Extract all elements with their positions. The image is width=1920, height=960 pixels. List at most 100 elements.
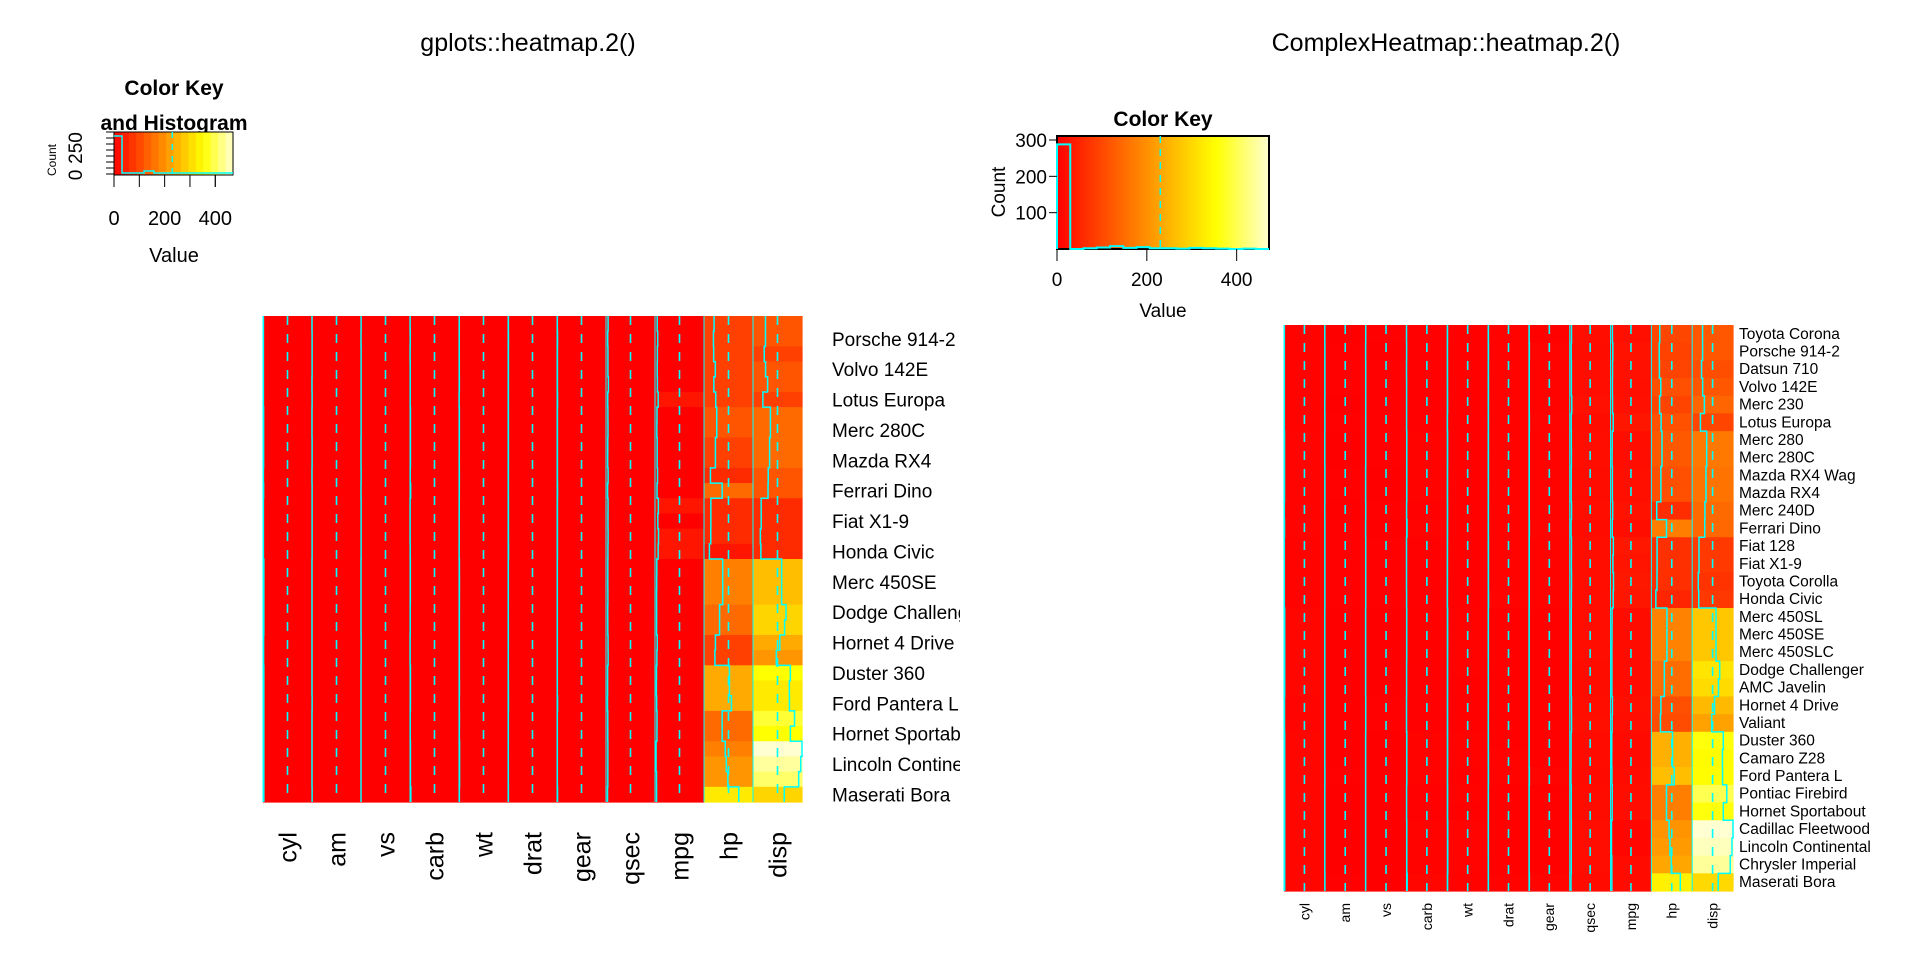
heatmap-cell: [263, 695, 313, 712]
heatmap-cell: [1528, 325, 1571, 344]
x-tick-label: 200: [1131, 270, 1163, 291]
x-tick-label: 0: [108, 208, 119, 230]
heatmap-cell: [508, 391, 558, 408]
column-label: qsec: [617, 832, 645, 885]
y-tick-label: 250: [66, 132, 87, 164]
heatmap-cell: [606, 665, 656, 682]
heatmap-cell: [557, 376, 607, 393]
heatmap-cell: [704, 483, 754, 499]
color-key-title: Color Key: [1113, 108, 1213, 131]
heatmap-cell: [606, 483, 656, 499]
x-tick-label: 400: [1221, 270, 1253, 291]
heatmap-cell: [361, 498, 411, 515]
heatmap-cell: [655, 467, 705, 484]
right-plot-title: ComplexHeatmap::heatmap.2(): [1272, 29, 1621, 57]
heatmap-cell: [557, 589, 607, 606]
row-label: Mazda RX4: [832, 451, 932, 472]
heatmap-cell: [361, 407, 411, 423]
column-label: gear: [1541, 903, 1557, 931]
heatmap-cell: [263, 756, 313, 773]
heatmap-cell: [361, 680, 411, 697]
heatmap-cell: [1284, 325, 1326, 344]
heatmap-cell: [361, 376, 411, 393]
heatmap-cell: [312, 680, 362, 697]
column-label: am: [1337, 903, 1353, 922]
heatmap-cell: [1406, 873, 1448, 892]
column-label: cyl: [274, 832, 302, 863]
heatmap-cell: [1447, 325, 1489, 344]
heatmap-cell: [704, 376, 754, 393]
heatmap-cell: [508, 589, 558, 606]
row-label: Merc 450SLC: [1739, 644, 1834, 661]
row-label: Fiat X1-9: [1739, 556, 1802, 573]
column-trace-line: [655, 316, 660, 802]
row-label: Chrysler Imperial: [1739, 856, 1856, 873]
color-key-swatch: [151, 132, 160, 175]
heatmap-cell: [263, 680, 313, 697]
heatmap-cell: [655, 665, 705, 682]
heatmap-cell: [410, 695, 460, 712]
heatmap-cell: [263, 407, 313, 423]
heatmap-cell: [753, 574, 803, 590]
column-trace-line: [1655, 325, 1682, 891]
column-trace-line: [409, 316, 412, 802]
row-label: Fiat X1-9: [832, 512, 909, 533]
heatmap-cell: [361, 786, 411, 803]
heatmap-cell: [410, 498, 460, 515]
heatmap-cell: [753, 771, 803, 788]
heatmap-cell: [263, 574, 313, 590]
heatmap-cell: [1610, 325, 1652, 344]
color-key-swatch: [173, 132, 182, 175]
column-trace-line: [708, 316, 740, 802]
column-trace-line: [1697, 325, 1734, 891]
row-label: Datsun 710: [1739, 361, 1819, 378]
row-label: Dodge Challenger: [1739, 662, 1864, 679]
color-key-swatch: [143, 132, 152, 175]
heatmap-cell: [508, 498, 558, 515]
heatmap-cell: [263, 498, 313, 515]
column-label: wt: [470, 832, 498, 858]
heatmap-cell: [1488, 325, 1530, 344]
heatmap-cell: [655, 407, 705, 423]
column-label: vs: [1378, 903, 1394, 917]
heatmap-cell: [557, 407, 607, 423]
row-label: Merc 450SL: [1739, 609, 1823, 626]
row-label: Ferrari Dino: [1739, 520, 1821, 537]
heatmap-cell: [1651, 325, 1693, 344]
row-label: Porsche 914-2: [832, 330, 956, 351]
heatmap-cell: [606, 589, 656, 606]
color-key-subtitle: and Histogram: [100, 112, 247, 135]
heatmap-cell: [361, 756, 411, 773]
heatmap-cell: [557, 680, 607, 697]
heatmap-cell: [753, 376, 803, 393]
heatmap-cell: [508, 559, 558, 575]
column-label: mpg: [666, 832, 694, 881]
row-label: Merc 280C: [832, 421, 925, 442]
heatmap-cell: [263, 589, 313, 606]
key-histogram: [1056, 143, 1269, 250]
heatmap-cell: [410, 559, 460, 575]
column-label: drat: [519, 832, 547, 875]
heatmap-cell: [1324, 855, 1367, 874]
heatmap-cell: [312, 361, 362, 378]
row-label: Dodge Challenger: [832, 603, 986, 624]
heatmap-cell: [704, 695, 754, 712]
column-label: cyl: [1296, 903, 1312, 920]
x-tick-label: 400: [199, 208, 232, 230]
heatmap-cell: [263, 376, 313, 393]
heatmap-cell: [655, 483, 705, 499]
heatmap-cell: [753, 391, 803, 408]
row-label: Hornet 4 Drive: [1739, 697, 1839, 714]
heatmap-cell: [361, 574, 411, 590]
column-label: qsec: [1582, 903, 1598, 933]
heatmap-cell: [1324, 325, 1367, 344]
heatmap-cell: [1365, 873, 1408, 892]
row-label: Merc 230: [1739, 397, 1804, 414]
color-key-swatch: [218, 132, 227, 175]
y-tick-label: 0: [66, 170, 87, 181]
color-key-title: Color Key: [124, 77, 224, 100]
heatmap-cell: [459, 756, 509, 773]
column-label: disp: [764, 832, 792, 878]
row-label: Lotus Europa: [1739, 414, 1832, 431]
heatmap-cell: [1610, 855, 1652, 874]
